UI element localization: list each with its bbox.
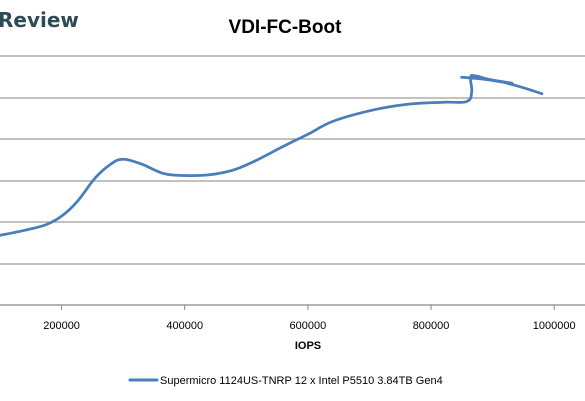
brand-logo: Review — [0, 8, 79, 32]
x-tick-label: 1000000 — [533, 320, 576, 332]
gridlines — [0, 55, 585, 306]
series-layer — [0, 74, 544, 237]
x-tick-label: 400000 — [166, 320, 203, 332]
legend: Supermicro 1124US-TNRP 12 x Intel P5510 … — [128, 375, 443, 387]
x-axis-ticks: 200000 400000 600000 800000 1000000 — [43, 305, 576, 332]
x-axis-label: IOPS — [295, 340, 321, 352]
chart-title: VDI-FC-Boot — [229, 17, 343, 38]
x-tick-label: 600000 — [290, 320, 327, 332]
x-tick-label: 800000 — [413, 320, 450, 332]
x-tick-label: 200000 — [43, 320, 80, 332]
legend-series-label: Supermicro 1124US-TNRP 12 x Intel P5510 … — [160, 375, 443, 387]
series-line-0 — [0, 74, 544, 237]
